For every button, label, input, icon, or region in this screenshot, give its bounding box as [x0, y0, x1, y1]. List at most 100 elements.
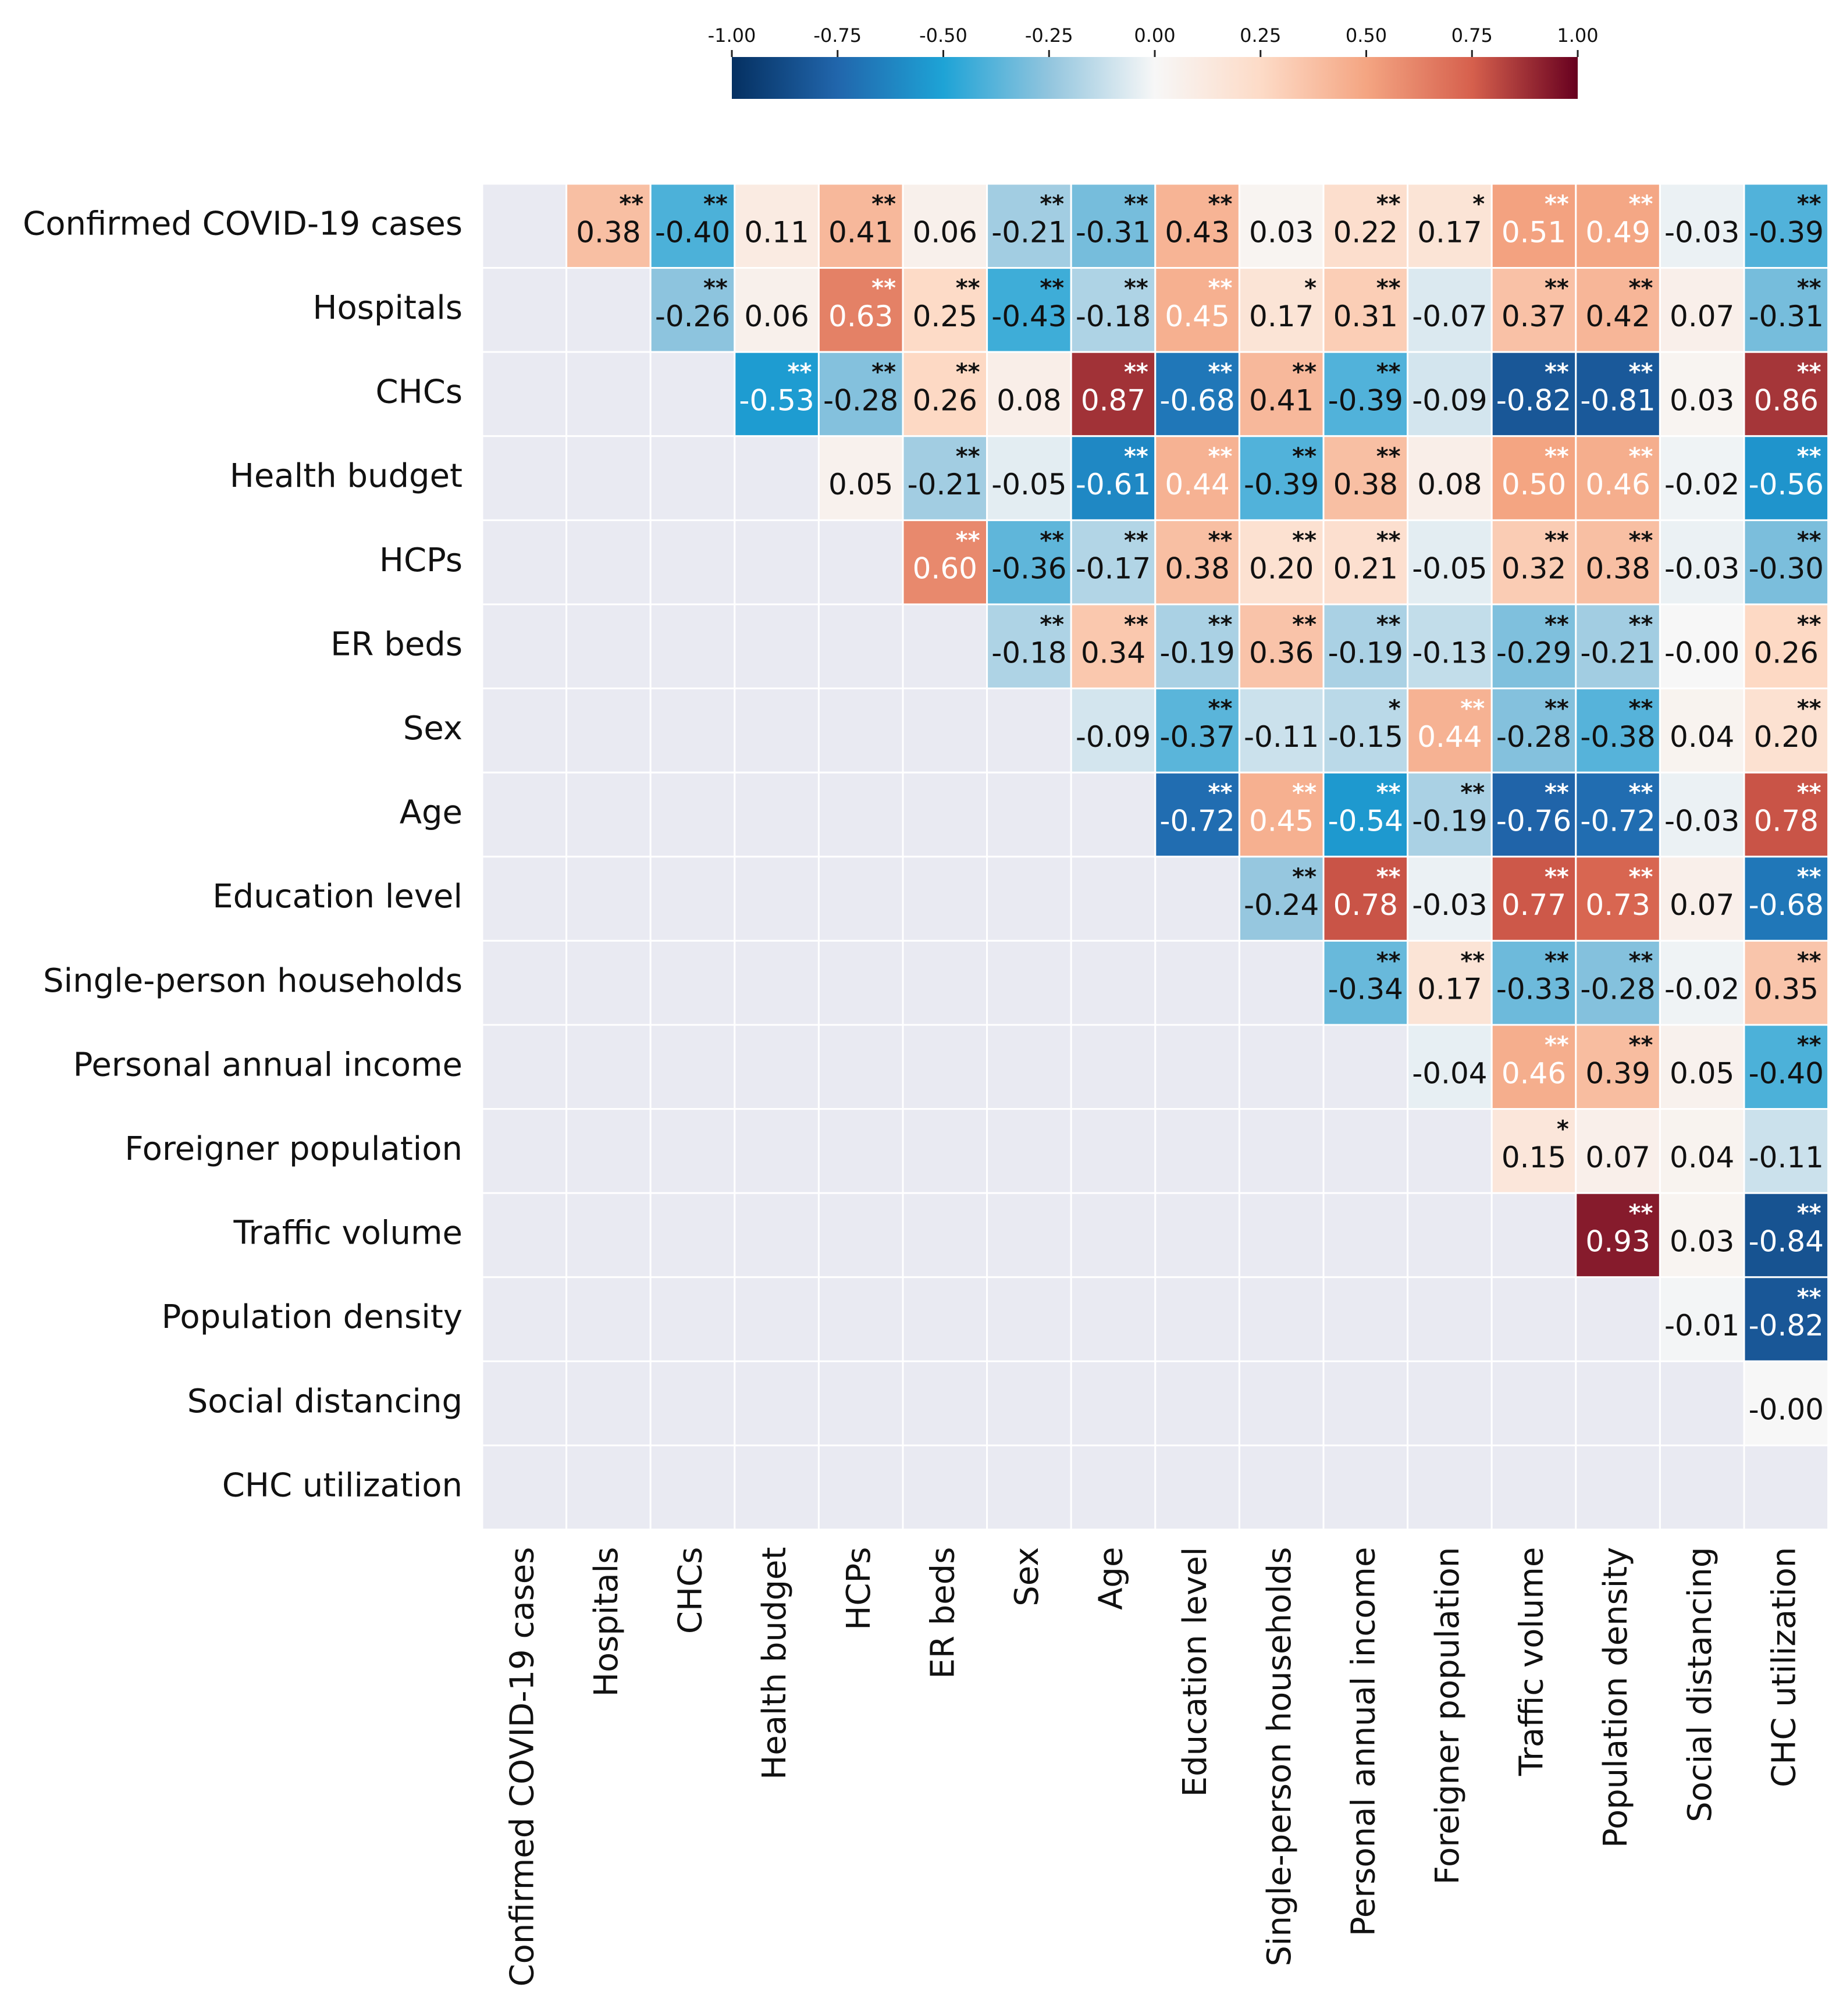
- significance-stars: **: [1208, 359, 1233, 386]
- cell-value-label: 0.22: [1333, 215, 1398, 249]
- heatmap-cell: [1659, 1192, 1745, 1278]
- heatmap-cell: [1238, 351, 1325, 437]
- cell-value-label: -0.05: [991, 468, 1066, 501]
- heatmap-cell-masked: [1070, 771, 1157, 858]
- cell-value-label: 0.08: [1417, 468, 1482, 501]
- cell-value-label: 0.20: [1249, 552, 1314, 586]
- heatmap-cell: [1407, 183, 1493, 269]
- heatmap-cell-masked: [565, 1444, 652, 1531]
- significance-stars: **: [1545, 1032, 1569, 1059]
- cell-value-label: -0.01: [1664, 1309, 1739, 1342]
- heatmap-cell: [649, 267, 736, 353]
- significance-stars: **: [1545, 527, 1569, 554]
- heatmap-cell: [1575, 603, 1661, 690]
- column-label: Social distancing: [1681, 1547, 1719, 1822]
- heatmap-cell-masked: [1659, 1360, 1745, 1447]
- heatmap-cell-masked: [902, 1108, 988, 1194]
- heatmap-cell-masked: [649, 1192, 736, 1278]
- heatmap-cell-masked: [649, 1024, 736, 1110]
- significance-stars: **: [1376, 948, 1401, 974]
- heatmap-cell-masked: [1490, 1444, 1577, 1531]
- significance-stars: **: [1545, 864, 1569, 891]
- heatmap-cell-masked: [1490, 1360, 1577, 1447]
- heatmap-cell-masked: [817, 603, 904, 690]
- heatmap-cell-masked: [1154, 1108, 1240, 1194]
- heatmap-cell: [986, 351, 1072, 437]
- significance-stars: **: [1376, 359, 1401, 386]
- heatmap-cell: [734, 351, 820, 437]
- significance-stars: **: [1040, 191, 1064, 218]
- cell-value-label: 0.43: [1165, 215, 1229, 249]
- heatmap-cell: [1407, 435, 1493, 521]
- significance-stars: **: [1629, 275, 1653, 302]
- heatmap-cell-masked: [902, 1444, 988, 1531]
- heatmap-cell-masked: [817, 939, 904, 1026]
- cell-value-label: -0.36: [991, 552, 1066, 586]
- heatmap-cell-masked: [986, 771, 1072, 858]
- heatmap-cell-masked: [1154, 939, 1240, 1026]
- cell-value-label: -0.02: [1664, 468, 1739, 501]
- significance-stars: **: [1124, 359, 1148, 386]
- heatmap-cell: [1070, 435, 1157, 521]
- significance-stars: **: [1040, 275, 1064, 302]
- heatmap-cell-masked: [649, 603, 736, 690]
- significance-stars: **: [956, 275, 980, 302]
- heatmap-cell-masked: [734, 856, 820, 942]
- significance-stars: **: [1376, 443, 1401, 470]
- cell-value-label: 0.17: [1249, 300, 1314, 333]
- cell-value-label: 0.45: [1165, 300, 1229, 333]
- heatmap-cell-masked: [1238, 939, 1325, 1026]
- heatmap-cell-masked: [481, 1024, 568, 1110]
- cell-value-label: 0.07: [1670, 300, 1734, 333]
- heatmap-cell-masked: [481, 1444, 568, 1531]
- heatmap-cell-masked: [1407, 1108, 1493, 1194]
- significance-stars: **: [1040, 611, 1064, 638]
- colorbar-tick-label: 0.50: [1346, 24, 1387, 47]
- significance-stars: **: [1629, 1200, 1653, 1227]
- heatmap-cell-masked: [986, 939, 1072, 1026]
- significance-stars: **: [1208, 527, 1233, 554]
- cell-value-label: 0.20: [1754, 720, 1819, 754]
- cell-value-label: 0.38: [1333, 468, 1398, 501]
- cell-value-label: 0.05: [1670, 1056, 1734, 1090]
- column-label: Personal annual income: [1344, 1547, 1382, 1936]
- heatmap-cell: [1743, 267, 1830, 353]
- column-label: Foreigner population: [1429, 1547, 1467, 1885]
- heatmap-cell: [986, 183, 1072, 269]
- column-label: Confirmed COVID-19 cases: [503, 1547, 541, 1987]
- significance-stars: **: [1208, 611, 1233, 638]
- cell-value-label: -0.03: [1664, 215, 1739, 249]
- heatmap-cell-masked: [481, 1276, 568, 1362]
- significance-stars: **: [1545, 191, 1569, 218]
- heatmap-cell-masked: [986, 1024, 1072, 1110]
- heatmap-cell: [1575, 267, 1661, 353]
- cell-value-label: 0.35: [1754, 973, 1819, 1006]
- heatmap-cell: [986, 519, 1072, 605]
- row-label: Population density: [162, 1298, 462, 1336]
- significance-stars: **: [1797, 275, 1821, 302]
- heatmap-cell-masked: [817, 688, 904, 774]
- cell-value-label: 0.21: [1333, 552, 1398, 586]
- cell-value-label: 0.38: [1585, 552, 1650, 586]
- cell-value-label: 0.78: [1754, 804, 1819, 838]
- cell-value-label: 0.37: [1502, 300, 1566, 333]
- heatmap-cell: [1490, 688, 1577, 774]
- significance-stars: **: [1545, 948, 1569, 974]
- significance-stars: **: [1460, 948, 1485, 974]
- heatmap-cell-masked: [1407, 1360, 1493, 1447]
- cell-value-label: -0.03: [1412, 888, 1487, 922]
- cell-value-label: -0.31: [1749, 300, 1824, 333]
- cell-value-label: -0.43: [991, 300, 1066, 333]
- heatmap-cell-masked: [817, 771, 904, 858]
- heatmap-cell: [1743, 1192, 1830, 1278]
- heatmap-cell-masked: [1322, 1444, 1409, 1531]
- heatmap-cell-masked: [649, 856, 736, 942]
- heatmap-cell: [1575, 1192, 1661, 1278]
- cell-value-label: 0.46: [1502, 1056, 1566, 1090]
- cell-value-label: 0.49: [1585, 215, 1650, 249]
- cell-value-label: -0.26: [655, 300, 730, 333]
- heatmap-cell: [1407, 856, 1493, 942]
- column-label: CHCs: [672, 1547, 710, 1634]
- heatmap-cell-masked: [734, 1192, 820, 1278]
- cell-value-label: -0.02: [1664, 973, 1739, 1006]
